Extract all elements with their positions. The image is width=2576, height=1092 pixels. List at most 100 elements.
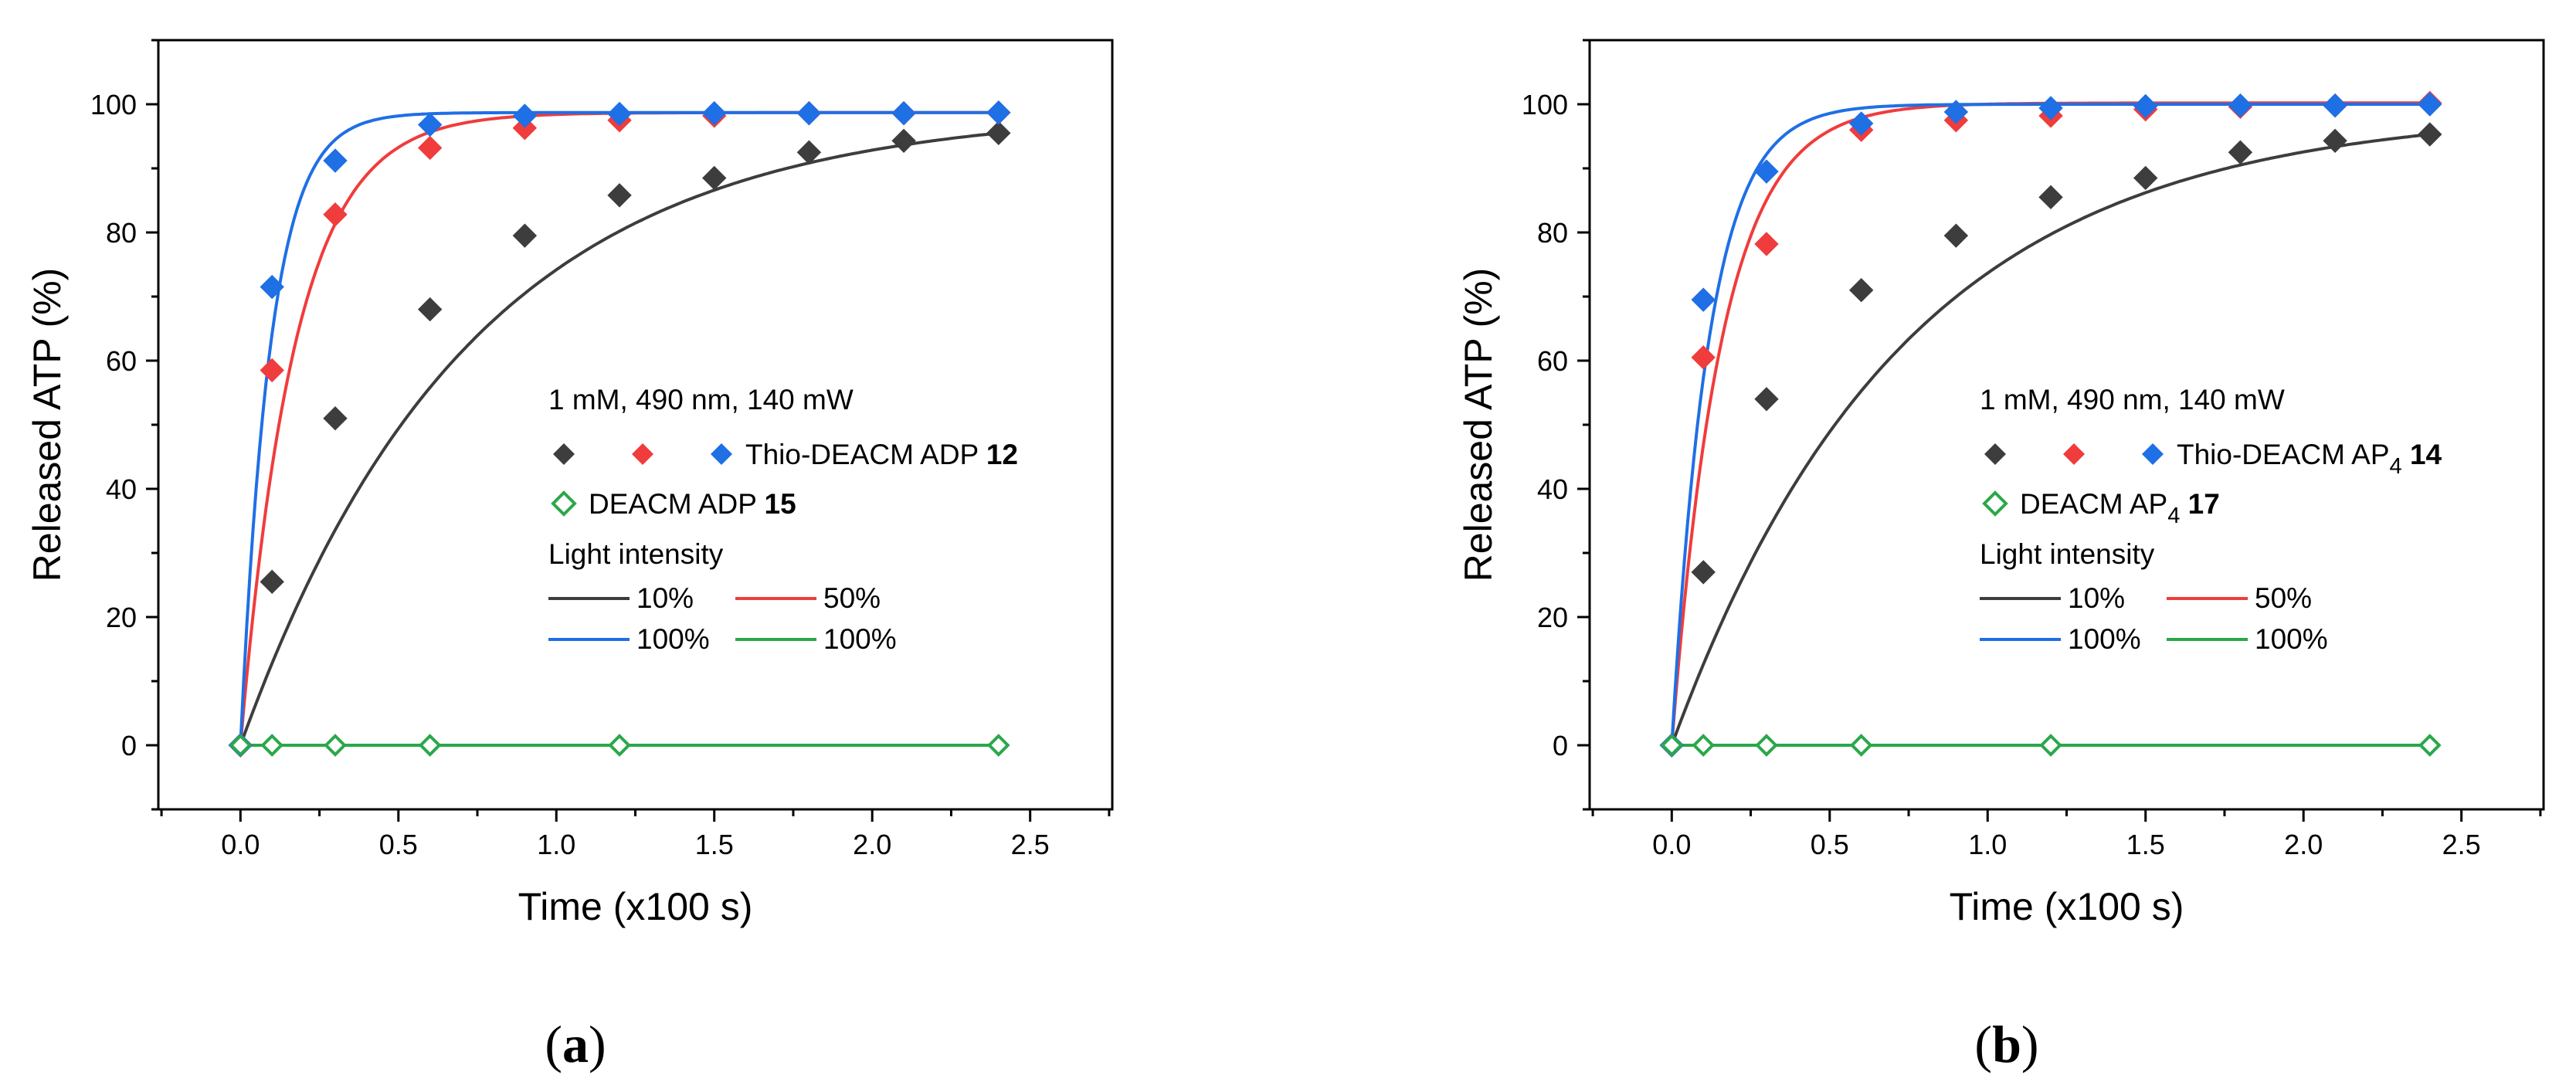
y-tick-label: 20 <box>106 602 137 633</box>
x-tick-label: 2.5 <box>2442 829 2481 860</box>
chart-a: 0.0 0.5 1.0 1.5 2.0 2.5 0 20 40 60 80 100 Time (x100… <box>25 39 1114 1073</box>
legend-compound1-sub: 4 <box>2390 454 2402 479</box>
legend-marker-green <box>551 490 577 517</box>
panel-caption: (a) <box>545 1015 606 1073</box>
data-point <box>2323 128 2347 154</box>
data-point <box>323 202 348 227</box>
y-tick-label: 100 <box>90 89 137 120</box>
y-axis-title: Released ATP (%) <box>1457 268 1500 582</box>
y-tick-label: 40 <box>1537 473 1568 505</box>
legend-compound1: Thio-DEACM AP4 14 <box>2177 439 2442 479</box>
y-tick-label: 100 <box>1522 89 1568 120</box>
legend-compound1: Thio-DEACM ADP 12 <box>745 439 1018 470</box>
x-tick-label: 1.0 <box>537 829 575 860</box>
chart-b: 0.0 0.5 1.0 1.5 2.0 2.5 0 20 40 60 80 100 Time (x100… <box>1457 39 2545 1073</box>
x-tick-label: 0.0 <box>221 829 260 860</box>
legend-marker-gray <box>553 443 575 465</box>
fit-line-0 <box>1670 133 2430 746</box>
data-point <box>323 148 348 173</box>
y-tick-label: 60 <box>106 345 137 377</box>
data-point <box>608 734 631 757</box>
y-tick-label: 40 <box>106 473 137 505</box>
caption-close: ) <box>2021 1015 2039 1073</box>
legend-marker-red <box>2063 443 2085 465</box>
x-tick-label: 1.0 <box>1968 829 2007 860</box>
legend-line-label: 50% <box>2255 582 2312 614</box>
data-point <box>1848 277 1874 303</box>
data-point <box>324 734 347 757</box>
data-point <box>607 183 632 208</box>
plot-frame <box>157 39 1114 811</box>
fit-line-0 <box>239 131 999 746</box>
legend-space <box>2180 488 2187 520</box>
x-tick-label: 2.5 <box>1011 829 1050 860</box>
data-point <box>2038 96 2063 120</box>
panel-caption: (b) <box>1974 1015 2038 1073</box>
x-tick-label: 2.0 <box>853 829 891 860</box>
caption-letter: a <box>562 1015 589 1073</box>
data-point <box>1849 734 1873 757</box>
data-point <box>1943 223 1969 248</box>
y-tick-label: 0 <box>1553 730 1568 761</box>
caption-open: ( <box>545 1015 562 1073</box>
data-point <box>2039 734 2062 757</box>
caption-open: ( <box>1974 1015 1992 1073</box>
data-point <box>891 100 916 126</box>
x-tick-label: 0.5 <box>379 829 418 860</box>
legend-marker-gray <box>1984 443 2006 465</box>
data-point <box>986 120 1011 146</box>
x-axis-title: Time (x100 s) <box>518 885 753 928</box>
data-point <box>891 128 916 154</box>
legend-intensity-title: Light intensity <box>548 538 724 570</box>
data-point <box>1692 734 1716 757</box>
legend-compound1-number: 12 <box>986 439 1018 470</box>
data-point <box>1691 560 1716 585</box>
x-tick-label: 0.5 <box>1811 829 1849 860</box>
y-tick-label: 60 <box>1537 345 1568 377</box>
data-point <box>1754 387 1779 412</box>
data-point <box>702 100 727 126</box>
legend-line-label: 100% <box>2255 623 2328 655</box>
data-point <box>1660 734 1684 757</box>
legend-marker-red <box>632 443 653 465</box>
data-point <box>1691 287 1716 312</box>
data-point <box>260 358 284 383</box>
data-point <box>260 734 284 757</box>
data-point <box>2418 92 2442 117</box>
x-tick-label: 0.0 <box>1652 829 1691 860</box>
legend-compound1-number: 14 <box>2410 439 2442 470</box>
data-point <box>2323 93 2347 118</box>
legend-line-label: 10% <box>636 582 694 614</box>
chart-panel-a: 0.0 0.5 1.0 1.5 2.0 2.5 0 20 40 60 80 100 Time (x100… <box>25 39 1114 1073</box>
x-tick-label: 1.5 <box>2126 829 2165 860</box>
y-tick-label: 80 <box>106 217 137 249</box>
data-point <box>417 135 443 161</box>
data-point <box>986 100 1011 125</box>
data-point <box>417 112 443 137</box>
data-point <box>1754 232 1779 256</box>
data-point <box>512 103 538 128</box>
data-point <box>1848 111 1874 136</box>
caption-letter: b <box>1992 1015 2021 1073</box>
x-tick-label: 1.5 <box>695 829 734 860</box>
data-point <box>1943 100 1969 124</box>
data-point <box>796 100 822 126</box>
legend-marker-green <box>1982 490 2008 517</box>
legend-condition: 1 mM, 490 nm, 140 mW <box>548 384 854 415</box>
legend-compound2-name: DEACM ADP <box>589 488 765 520</box>
data-point <box>418 734 442 757</box>
data-point <box>2418 122 2442 147</box>
plot-frame <box>1588 39 2545 811</box>
legend-compound2: DEACM AP4 17 <box>2020 488 2220 528</box>
data-point <box>986 734 1010 757</box>
legend-compound2-number: 15 <box>765 488 796 520</box>
legend-marker-blue <box>711 443 732 465</box>
legend-marker-blue <box>2142 443 2164 465</box>
y-tick-label: 20 <box>1537 602 1568 633</box>
legend-compound2: DEACM ADP 15 <box>589 488 796 520</box>
legend-compound2-sub: 4 <box>2167 504 2180 528</box>
data-point <box>2228 93 2253 118</box>
data-point <box>260 274 284 300</box>
caption-close: ) <box>589 1015 606 1073</box>
data-point <box>417 297 443 322</box>
